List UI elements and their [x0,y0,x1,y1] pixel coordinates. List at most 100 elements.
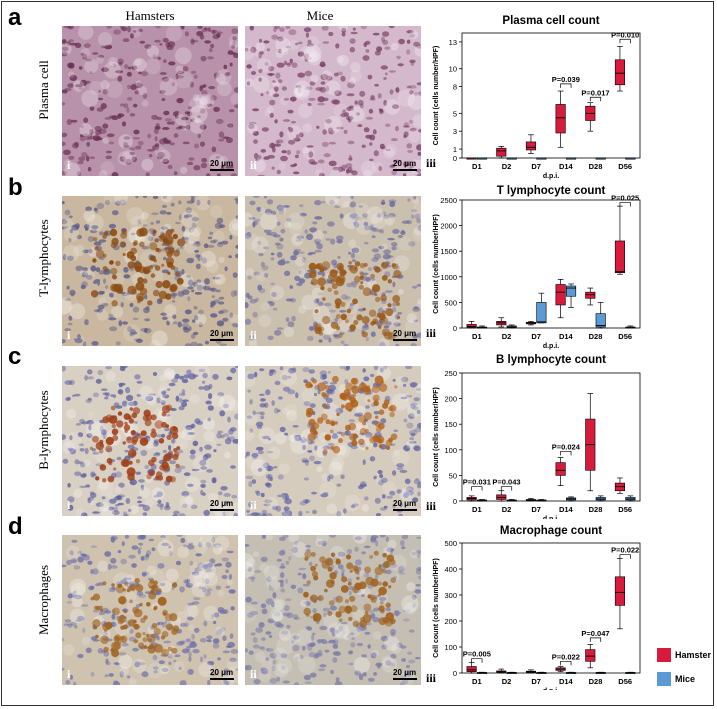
hamster-box-d2 [496,490,507,502]
x-tick-label: D2 [502,505,512,514]
legend-label-mice: Mice [675,674,696,684]
y-tick-label: 1000 [440,273,457,282]
hamster-box-d1 [466,157,477,160]
mice-box-d1 [477,157,488,160]
y-tick-label: 250 [444,369,457,378]
legend-swatch-mice [657,672,671,686]
hamster-box-d14 [555,279,566,319]
mice-box-d28 [595,495,606,502]
hamster-box-d2 [496,668,507,674]
row-label-t-lymphocytes: T-lymphocytes [36,219,51,297]
scale-bar: 20 μm [393,499,417,511]
scale-bar: 20 μm [393,668,417,680]
hamster-box-d1 [466,662,477,674]
hamster-micrograph-b-lymphocytes [62,366,238,516]
mice-box-d56 [625,157,636,160]
y-tick-label: 500 [444,298,457,307]
x-tick-label: D56 [618,332,632,341]
hamster-box-d14 [555,457,566,486]
p-value-label: P=0.022 [552,652,580,661]
x-tick-label: D1 [472,332,482,341]
mice-box-d14 [566,283,577,308]
y-tick-label: 150 [444,420,457,429]
scale-bar-line [393,678,417,680]
p-value-label: P=0.043 [492,478,520,487]
significance-bracket [560,83,572,88]
hamster-box-d2 [496,146,507,159]
scale-bar-line [393,509,417,511]
mice-box-d1 [477,671,488,674]
legend: Hamster Mice [655,645,715,705]
legend-label-hamster: Hamster [675,650,712,660]
p-value-label: P=0.005 [463,650,491,659]
x-tick-label: D2 [502,162,512,171]
mice-box-d14 [566,157,577,160]
y-tick-label: 0 [453,497,457,506]
scale-bar-line [393,169,417,171]
scale-bar: 20 μm [210,668,234,680]
x-tick-label: D2 [502,332,512,341]
y-axis-label: Cell count (cells number/HPF) [433,214,440,314]
hamster-box-d1 [466,320,477,329]
p-value-label: P=0.025 [611,194,639,203]
subpanel-tag-iii: iii [426,326,437,340]
hamster-box-d28 [585,644,596,669]
hamster-box-d56 [614,205,625,275]
x-tick-label: D56 [618,505,632,514]
plot-area [461,32,641,159]
x-tick-label: D56 [618,677,632,686]
y-tick-label: 100 [444,643,457,652]
chart-b-lymphocyte: B lymphocyte count 0 50 100 150 200 250 Cell co… [420,349,648,524]
subpanel-tag-ii: ii [250,498,257,512]
hamster-box-d7 [525,320,536,326]
significance-bracket [589,637,602,642]
y-axis-label: Cell count (cells number/HPF) [433,558,440,658]
chart-title: Macrophage count [500,525,602,537]
x-tick-label: D28 [589,162,603,171]
hamster-box-d7 [525,134,536,154]
x-axis-label: d.p.i. [543,688,559,690]
mice-box-d1 [477,499,488,502]
x-tick-label: D7 [531,332,541,341]
significance-bracket [560,660,572,666]
y-tick-label: 200 [444,395,457,404]
chart-t-lymphocyte: T lymphocyte count 0 500 1000 1500 2000 2500 Ce… [420,180,648,355]
y-tick-label: 2500 [440,196,457,205]
x-tick-label: D28 [589,505,603,514]
hamster-box-d56 [614,477,625,494]
mice-micrograph-plasma-cell [245,26,421,176]
hamster-box-d28 [585,102,596,132]
x-tick-label: D1 [472,677,482,686]
y-tick-label: 200 [444,617,457,626]
x-tick-label: D7 [531,505,541,514]
significance-bracket [500,486,513,491]
x-axis-label: d.p.i. [543,173,559,180]
mice-micrograph-macrophages [245,535,421,685]
p-value-label: P=0.047 [581,629,609,638]
p-value-label: P=0.031 [463,478,491,487]
hamster-box-d14 [555,90,566,148]
hamster-box-d56 [614,46,625,92]
scale-bar-line [210,678,234,680]
y-tick-label: 0 [453,669,457,678]
y-tick-label: 400 [444,565,457,574]
p-value-label: P=0.010 [611,30,639,39]
hamster-micrograph-plasma-cell [62,26,238,176]
hamster-box-d7 [525,498,536,502]
mice-box-d7 [536,671,547,674]
subpanel-tag-ii: ii [250,667,257,681]
y-tick-label: 3 [453,127,457,136]
significance-bracket [619,202,631,207]
x-tick-label: D14 [559,677,574,686]
panel-letter-a: a [8,4,22,31]
p-value-label: P=0.022 [611,546,639,555]
y-tick-label: 8 [453,83,457,92]
y-axis-label: Cell count (cells number/HPF) [433,387,440,487]
mice-box-d1 [477,325,488,329]
mice-box-d56 [625,325,636,329]
hamster-box-d56 [614,558,625,630]
x-tick-label: D56 [618,162,632,171]
row-label-b-lymphocytes: B-lymphocytes [36,390,51,470]
hamster-box-d14 [555,666,566,673]
